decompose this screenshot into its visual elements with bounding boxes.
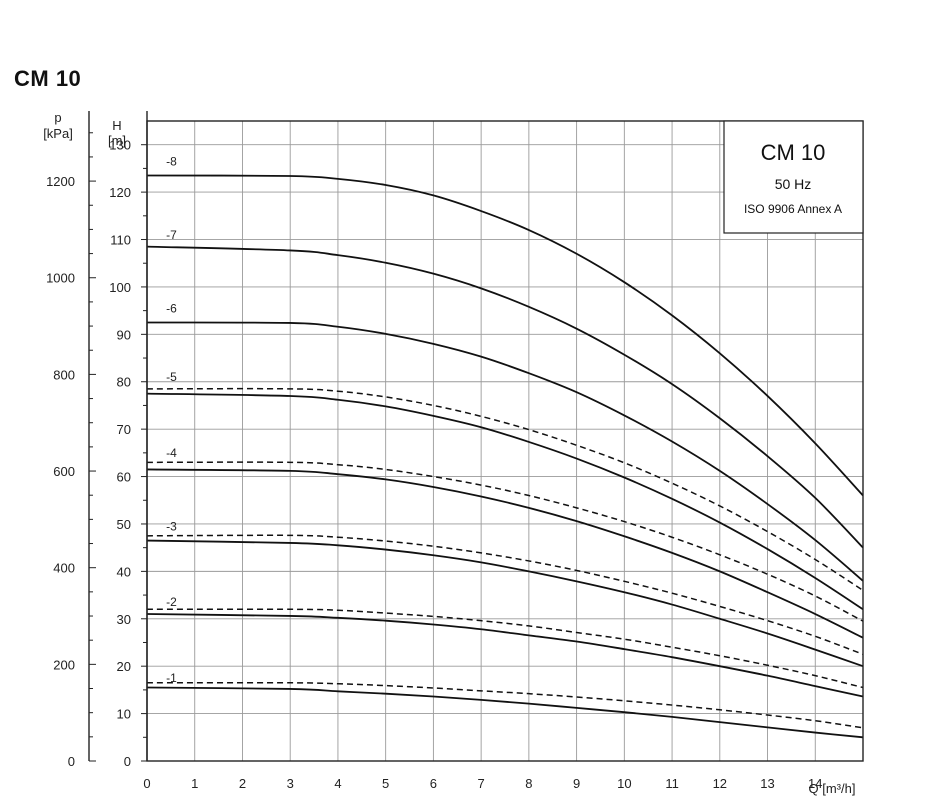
head-tick-label: 90 (117, 327, 131, 342)
head-axis-symbol: H (112, 118, 121, 133)
page-title: CM 10 (14, 66, 82, 91)
head-tick-label: 10 (117, 707, 131, 722)
x-tick-label: 13 (760, 776, 774, 791)
head-tick-label: 80 (117, 375, 131, 390)
pressure-tick-label: 1200 (46, 174, 75, 189)
pressure-tick-label: 1000 (46, 271, 75, 286)
x-tick-label: 11 (665, 776, 679, 791)
curve-label: -7 (166, 228, 177, 242)
head-tick-label: 130 (109, 138, 131, 153)
head-tick-label: 110 (110, 233, 131, 248)
head-tick-label: 20 (117, 659, 131, 674)
curve-solid (146, 686, 864, 739)
pressure-tick-label: 0 (68, 754, 75, 769)
curve-dashed (146, 534, 864, 656)
curve-label: -2 (166, 595, 177, 609)
x-tick-label: 7 (478, 776, 485, 791)
chart-curves (146, 174, 864, 739)
head-tick-label: 60 (117, 470, 131, 485)
head-tick-label: 0 (124, 754, 131, 769)
pressure-tick-label: 400 (53, 561, 75, 576)
chart-grid (146, 121, 863, 761)
x-tick-label: 10 (617, 776, 631, 791)
legend-title: CM 10 (761, 140, 826, 165)
x-tick-label: 0 (143, 776, 150, 791)
x-axis-label: Q [m³/h] (809, 781, 856, 796)
x-tick-label: 3 (287, 776, 294, 791)
head-tick-label: 30 (117, 612, 131, 627)
x-tick-label: 2 (239, 776, 246, 791)
head-tick-label: 100 (109, 280, 131, 295)
curve-solid (146, 539, 864, 668)
curve-solid (146, 392, 864, 611)
pressure-tick-label: 800 (53, 367, 75, 382)
curve-label: -6 (166, 301, 177, 315)
curve-solid (146, 468, 864, 639)
curve-dashed (146, 681, 864, 729)
curve-solid (146, 321, 864, 582)
pressure-axis-symbol: p (54, 110, 61, 125)
curve-label: -3 (166, 519, 177, 533)
head-axis-unit: [m] (108, 133, 126, 148)
x-tick-label: 1 (191, 776, 198, 791)
x-tick-label: 14 (808, 776, 822, 791)
legend-box (723, 120, 864, 234)
curve-dashed (146, 608, 864, 689)
curve-label: -1 (166, 671, 177, 685)
curve-solid (146, 245, 864, 549)
pressure-tick-label: 200 (53, 657, 75, 672)
pressure-axis-unit: [kPa] (43, 126, 73, 141)
curve-label: -4 (166, 446, 177, 460)
pressure-tick-label: 600 (53, 464, 75, 479)
head-tick-label: 40 (117, 564, 131, 579)
x-tick-label: 8 (525, 776, 532, 791)
x-tick-label: 9 (573, 776, 580, 791)
x-tick-label: 4 (334, 776, 341, 791)
curve-solid (146, 613, 864, 698)
curve-label: -5 (166, 370, 177, 384)
curve-label: -8 (166, 154, 177, 168)
legend-standard: ISO 9906 Annex A (744, 202, 842, 216)
legend-frequency: 50 Hz (775, 176, 812, 192)
chart-labels: 0 1 2 3 4 5 6 7 8 9 10 11 12 13 1401020304050607080901… (46, 111, 823, 791)
x-tick-label: 6 (430, 776, 437, 791)
head-tick-label: 50 (117, 517, 131, 532)
x-tick-label: 5 (382, 776, 389, 791)
curve-solid (146, 174, 864, 497)
head-tick-label: 120 (109, 185, 131, 200)
plot-frame (146, 120, 864, 762)
x-tick-label: 12 (713, 776, 727, 791)
head-tick-label: 70 (117, 422, 131, 437)
